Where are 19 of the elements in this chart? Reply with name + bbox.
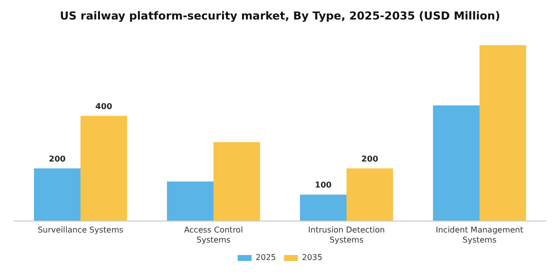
legend-label: 2035: [302, 253, 322, 262]
bar: [432, 105, 480, 221]
bar: [80, 116, 128, 221]
data-label: 200: [361, 154, 379, 164]
x-tick-label: Incident Management Systems: [436, 226, 524, 244]
bar: [166, 181, 214, 221]
bar: [480, 45, 526, 221]
bar: [346, 168, 394, 221]
legend-label: 2025: [256, 253, 276, 262]
x-tick-label: Access Control Systems: [184, 226, 243, 244]
bar: [214, 142, 260, 221]
data-label: 100: [314, 180, 332, 190]
bar: [300, 194, 346, 221]
x-tick-label: Intrusion Detection Systems: [308, 226, 385, 244]
x-tick-label: Surveillance Systems: [38, 226, 124, 235]
bar: [34, 168, 80, 221]
chart-title: US railway platform-security market, By Type, 2025-2035 (USD Million): [60, 9, 500, 22]
data-label: 400: [95, 102, 113, 111]
data-label: 200: [48, 154, 66, 164]
